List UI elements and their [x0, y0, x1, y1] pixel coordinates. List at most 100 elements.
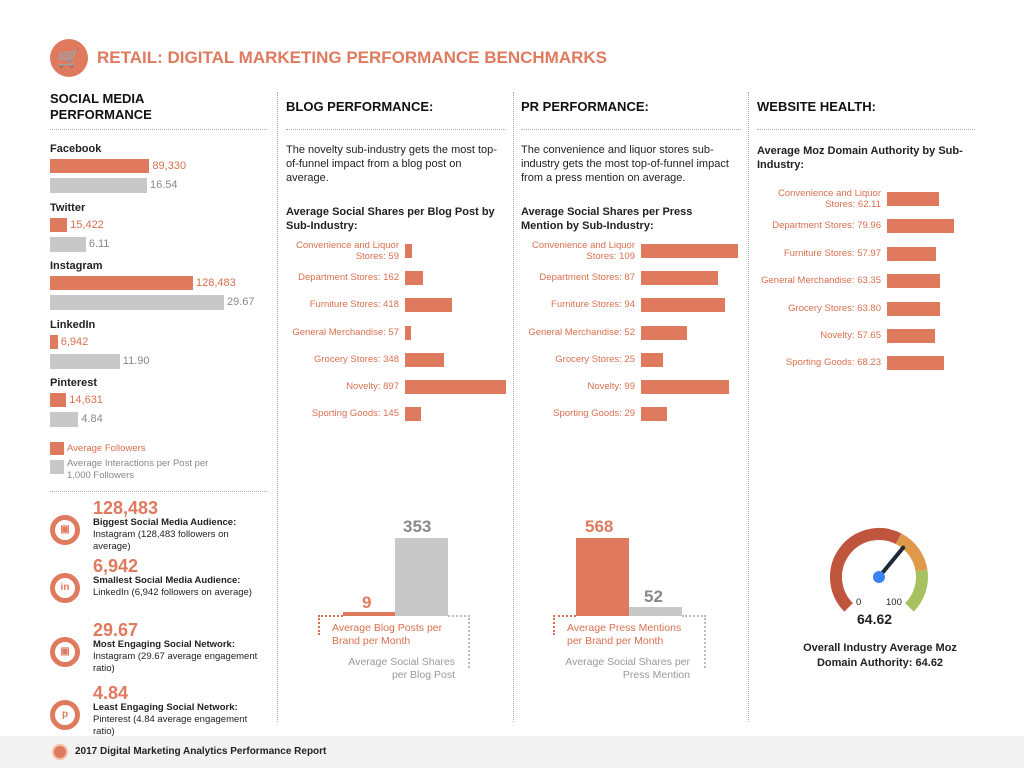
divider	[748, 92, 749, 722]
pr-text: The convenience and liquor stores sub-in…	[521, 144, 729, 184]
divider	[286, 129, 506, 130]
bar-blog-posts	[343, 612, 395, 616]
bar-interactions	[50, 412, 79, 427]
category-bar	[887, 219, 954, 234]
legend-swatch-followers	[50, 442, 64, 455]
category-label: Department Stores: 162	[298, 272, 399, 284]
stat-title: Most Engaging Social Network:	[93, 639, 235, 650]
category-bar	[641, 298, 725, 313]
bar-interactions	[50, 295, 224, 310]
stat-description: Instagram (128,483 followers on average)	[93, 529, 229, 552]
category-bar	[405, 244, 412, 258]
bar-blog-shares	[395, 538, 448, 616]
bar-followers	[50, 393, 67, 407]
stat-value: 29.67	[93, 620, 139, 640]
bar-interactions	[50, 178, 147, 193]
blog-posts-value: 9	[362, 593, 372, 612]
divider	[513, 92, 514, 722]
followers-value: 89,330	[152, 160, 187, 172]
stat-description: LinkedIn (6,942 followers on average)	[93, 587, 252, 598]
footer: 2017 Digital Marketing Analytics Perform…	[0, 736, 1024, 768]
category-bar	[405, 380, 506, 394]
connector	[448, 615, 470, 668]
category-label: Grocery Stores: 25	[555, 353, 635, 365]
gauge-segment-red	[830, 528, 902, 612]
divider	[50, 491, 267, 492]
pr-mentions-value: 568	[585, 517, 614, 536]
category-bar	[887, 301, 941, 316]
platform-label: Facebook	[50, 143, 102, 155]
category-bar	[887, 329, 936, 343]
pr-shares-value: 52	[644, 587, 663, 606]
blog-posts-label: Average Blog Posts per Brand per Month	[332, 622, 443, 647]
interactions-value: 4.84	[81, 413, 103, 425]
legend-swatch-interactions	[50, 460, 64, 474]
followers-value: 15,422	[70, 218, 104, 231]
platform-label: Pinterest	[50, 377, 98, 389]
interactions-value: 16.54	[149, 179, 178, 191]
bar-pr-shares	[629, 607, 682, 616]
divider	[277, 92, 278, 722]
stat-description: Pinterest (4.84 average engagement ratio…	[93, 714, 248, 737]
connector	[553, 615, 576, 635]
stat-title: Biggest Social Media Audience:	[93, 517, 237, 528]
category-bar	[641, 380, 730, 394]
blog-text: The novelty sub-industry gets the most t…	[286, 144, 497, 184]
page-title: RETAIL: DIGITAL MARKETING PERFORMANCE BE…	[97, 48, 607, 67]
bar-interactions	[50, 236, 86, 252]
category-bar	[641, 271, 719, 286]
blog-shares-label: Average Social Shares per Blog Post	[348, 656, 455, 681]
blog-shares-value: 353	[403, 517, 432, 536]
bar-followers	[50, 217, 68, 232]
category-bar	[405, 271, 424, 286]
category-label: Convenience and Liquor Stores: 59	[296, 240, 399, 262]
gauge-max: 100	[886, 597, 902, 608]
blog-subheading: Average Social Shares per Blog Post by S…	[286, 206, 495, 232]
divider	[521, 129, 741, 130]
connector	[318, 615, 343, 635]
gauge-hub	[873, 571, 885, 583]
category-label: Furniture Stores: 418	[309, 299, 399, 311]
followers-value: 14,631	[69, 394, 103, 406]
blog-heading: BLOG PERFORMANCE:	[286, 99, 434, 114]
category-bar	[405, 325, 412, 340]
gauge-chart	[830, 528, 928, 612]
stat-value: 6,942	[93, 556, 139, 576]
pr-mentions-label: Average Press Mentions per Brand per Mon…	[567, 622, 682, 647]
category-bar	[887, 246, 936, 261]
pinterest-icon: p	[50, 700, 80, 730]
gauge-value: 64.62	[857, 611, 893, 627]
divider	[50, 129, 267, 130]
category-label: Furniture Stores: 57.97	[783, 247, 881, 259]
bar-interactions	[50, 353, 120, 369]
followers-value: 6,942	[60, 335, 89, 348]
bar-pr-mentions	[576, 538, 629, 616]
category-label: Sporting Goods: 145	[311, 408, 399, 420]
category-label: Convenience and Liquor Stores: 62.11	[778, 188, 881, 210]
interactions-value: 11.90	[122, 354, 150, 367]
bar-followers	[50, 334, 58, 349]
category-bar	[641, 407, 667, 422]
category-bar	[641, 244, 738, 258]
bar-followers	[50, 276, 193, 290]
category-bar	[887, 274, 941, 289]
category-label: Convenience and Liquor Stores: 109	[532, 240, 635, 262]
platform-label: Instagram	[50, 260, 103, 272]
pr-heading: PR PERFORMANCE:	[521, 99, 649, 114]
category-label: General Merchandise: 52	[528, 326, 635, 338]
footer-text: 2017 Digital Marketing Analytics Perform…	[75, 746, 327, 757]
bar-followers	[50, 159, 150, 173]
pr-shares-label: Average Social Shares per Press Mention	[565, 656, 690, 681]
stat-text: Biggest Social Media Audience: Instagram …	[93, 517, 268, 553]
gauge-min: 0	[856, 597, 862, 608]
category-bar	[641, 325, 688, 340]
stat-value: 128,483	[93, 498, 159, 518]
category-bar	[405, 352, 445, 367]
stat-value: 4.84	[93, 683, 129, 703]
gauge-segment-green	[904, 569, 928, 612]
social-heading: SOCIAL MEDIA PERFORMANCE	[50, 91, 152, 122]
category-bar	[887, 356, 945, 371]
stat-text: Most Engaging Social Network: Instagram (…	[93, 639, 268, 675]
category-label: Furniture Stores: 94	[551, 299, 635, 311]
category-bar	[405, 298, 453, 313]
